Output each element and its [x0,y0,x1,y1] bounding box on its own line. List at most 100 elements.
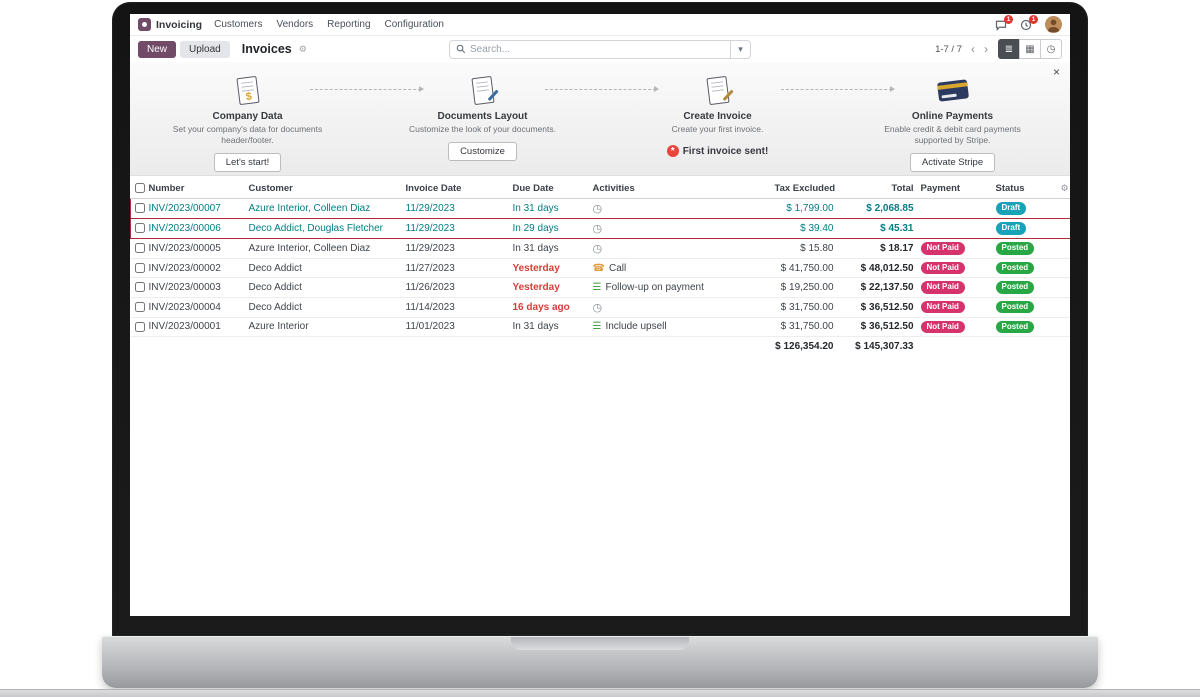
col-total[interactable]: Total [836,179,917,199]
cell-customer: Deco Addict [244,297,402,318]
cell-customer: Deco Addict, Douglas Fletcher [244,218,402,239]
cell-activities: ◷ [588,238,771,259]
cell-invoice-date: 11/26/2023 [401,277,509,298]
connector-arrow [310,85,424,92]
connector-arrow [781,85,895,92]
cell-payment: Not Paid [916,238,992,259]
invoice-row[interactable]: INV/2023/00006 Deco Addict, Douglas Fletc… [130,218,1070,239]
cell-status: Draft [991,198,1057,219]
cell-total: $ 36,512.50 [836,297,917,318]
user-avatar[interactable] [1045,16,1062,33]
invoice-row[interactable]: INV/2023/00003 Deco Addict 11/26/2023 Yeste… [130,277,1070,298]
menu-reporting[interactable]: Reporting [327,19,371,30]
row-checkbox[interactable] [134,302,145,313]
activity-clock-icon[interactable]: ◷ [592,243,603,255]
cell-due-date: In 31 days [508,238,589,259]
upload-button[interactable]: Upload [180,40,230,58]
view-list-button[interactable]: ≣ [998,39,1020,59]
status-badge: Draft [995,202,1027,215]
row-end-cell [1056,258,1070,279]
column-options-icon[interactable]: ⚙ [1060,183,1069,193]
cell-tax-excluded: $ 15.80 [770,238,837,259]
onboarding-steps: $ Company Data Set your company's data f… [130,73,1070,173]
view-activity-button[interactable]: ◷ [1040,39,1062,59]
col-customer[interactable]: Customer [244,179,402,199]
cell-customer: Deco Addict [244,258,402,279]
pager-prev-icon[interactable]: ‹ [971,42,975,56]
breadcrumb[interactable]: Invoices [241,42,292,56]
online-payments-icon [835,73,1070,107]
col-payment[interactable]: Payment [916,179,992,199]
activity-phone-icon[interactable]: ☎ [592,262,605,274]
cell-tax-excluded: $ 41,750.00 [770,258,837,279]
cell-total: $ 36,512.50 [836,317,917,338]
pager-counter: 1-7 / 7 [935,43,962,55]
close-icon[interactable]: × [1052,65,1060,79]
invoice-table-body: INV/2023/00007 Azure Interior, Colleen Di… [130,198,1070,338]
customize-button[interactable]: Customize [448,142,517,162]
cell-payment: Not Paid [916,317,992,338]
status-badge: Posted [995,242,1035,255]
odoo-app-icon[interactable] [138,18,151,31]
row-checkbox[interactable] [134,243,145,254]
status-badge: Posted [995,281,1035,294]
cell-status: Posted [991,317,1057,338]
col-status[interactable]: Status [991,179,1057,199]
activity-list-icon[interactable]: ☰ [592,282,602,294]
menu-customers[interactable]: Customers [214,19,263,30]
messages-icon[interactable]: 1 [995,14,1013,31]
col-number[interactable]: Number [144,179,245,199]
cell-customer: Azure Interior, Colleen Diaz [244,198,402,219]
step-title: Online Payments [911,111,994,122]
activities-icon[interactable]: 1 [1020,14,1038,31]
col-invoice-date[interactable]: Invoice Date [401,179,509,199]
invoice-list: Number Customer Invoice Date Due Date Ac… [130,179,1070,356]
activity-clock-icon[interactable]: ◷ [592,203,603,215]
odoo-logo-dot [142,22,147,27]
invoice-row[interactable]: INV/2023/00002 Deco Addict 11/27/2023 Yeste… [130,258,1070,279]
step-description: Enable credit & debit card payments supp… [884,124,1021,146]
cell-invoice-date: 11/29/2023 [401,218,509,239]
new-button[interactable]: New [138,40,177,58]
activity-clock-icon[interactable]: ◷ [592,301,603,314]
col-due-date[interactable]: Due Date [508,179,589,199]
row-checkbox[interactable] [134,263,145,274]
invoice-sent-status: * First invoice sent! [666,145,768,158]
activity-clock-icon[interactable]: ◷ [592,223,603,235]
cell-number: INV/2023/00003 [144,277,245,298]
search-box[interactable]: ▾ [449,39,751,59]
row-checkbox[interactable] [134,321,145,332]
pager-next-icon[interactable]: › [984,42,988,56]
cell-tax-excluded: $ 31,750.00 [770,297,837,318]
activity-list-icon[interactable]: ☰ [592,321,602,333]
control-panel-left: New Upload Invoices ⚙ [138,40,307,58]
lets-start-button[interactable]: Let's start! [213,153,282,173]
cell-number: INV/2023/00002 [144,258,245,279]
select-all-cell [130,179,145,199]
invoice-row[interactable]: INV/2023/00001 Azure Interior 11/01/2023 In… [130,317,1070,338]
laptop-base-notch [511,637,689,650]
search-dropdown-toggle[interactable]: ▾ [730,40,750,58]
cell-invoice-date: 11/29/2023 [401,238,509,259]
payment-badge: Not Paid [920,301,965,314]
row-end-cell [1056,317,1070,338]
search-input[interactable] [470,43,730,55]
gear-icon[interactable]: ⚙ [298,43,307,54]
row-checkbox[interactable] [135,203,145,214]
row-checkbox[interactable] [134,282,145,293]
app-menu-invoicing[interactable]: Invoicing [156,18,203,31]
col-activities[interactable]: Activities [588,179,771,199]
activate-stripe-button[interactable]: Activate Stripe [909,153,996,173]
col-tax-excluded[interactable]: Tax Excluded [770,179,837,199]
row-checkbox[interactable] [135,223,145,234]
invoice-row[interactable]: INV/2023/00004 Deco Addict 11/14/2023 16 da… [130,297,1070,318]
invoice-row[interactable]: INV/2023/00005 Azure Interior, Colleen Di… [130,238,1070,259]
row-select-cell [130,297,145,318]
menu-vendors[interactable]: Vendors [276,19,314,30]
menu-configuration[interactable]: Configuration [384,19,444,30]
select-all-checkbox[interactable] [134,183,145,194]
cell-invoice-date: 11/01/2023 [401,317,509,338]
invoice-sent-star-icon: * [666,145,679,158]
invoice-row[interactable]: INV/2023/00007 Azure Interior, Colleen Di… [130,198,1070,219]
view-kanban-button[interactable]: ▦ [1019,39,1041,59]
